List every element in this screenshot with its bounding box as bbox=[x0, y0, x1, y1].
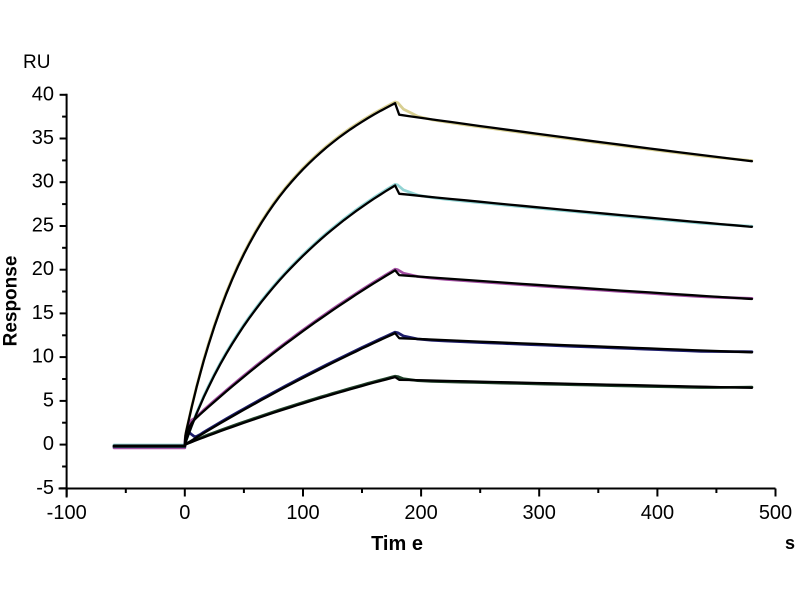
svg-text:30: 30 bbox=[32, 171, 54, 193]
svg-text:15: 15 bbox=[32, 302, 54, 324]
svg-text:200: 200 bbox=[404, 502, 437, 524]
svg-text:300: 300 bbox=[523, 502, 556, 524]
svg-text:20: 20 bbox=[32, 258, 54, 280]
svg-text:40: 40 bbox=[32, 83, 54, 105]
svg-text:0: 0 bbox=[179, 502, 190, 524]
svg-text:s: s bbox=[785, 533, 795, 553]
svg-text:Tim e: Tim e bbox=[371, 533, 423, 555]
svg-text:-5: -5 bbox=[36, 477, 54, 499]
svg-text:500: 500 bbox=[759, 502, 792, 524]
svg-text:Response: Response bbox=[1, 256, 22, 347]
svg-text:RU: RU bbox=[23, 52, 50, 73]
svg-text:0: 0 bbox=[43, 433, 54, 455]
svg-text:400: 400 bbox=[641, 502, 674, 524]
svg-text:-100: -100 bbox=[47, 502, 87, 524]
svg-text:25: 25 bbox=[32, 215, 54, 237]
svg-text:5: 5 bbox=[43, 389, 54, 411]
svg-text:35: 35 bbox=[32, 127, 54, 149]
svg-text:10: 10 bbox=[32, 346, 54, 368]
svg-text:100: 100 bbox=[286, 502, 319, 524]
